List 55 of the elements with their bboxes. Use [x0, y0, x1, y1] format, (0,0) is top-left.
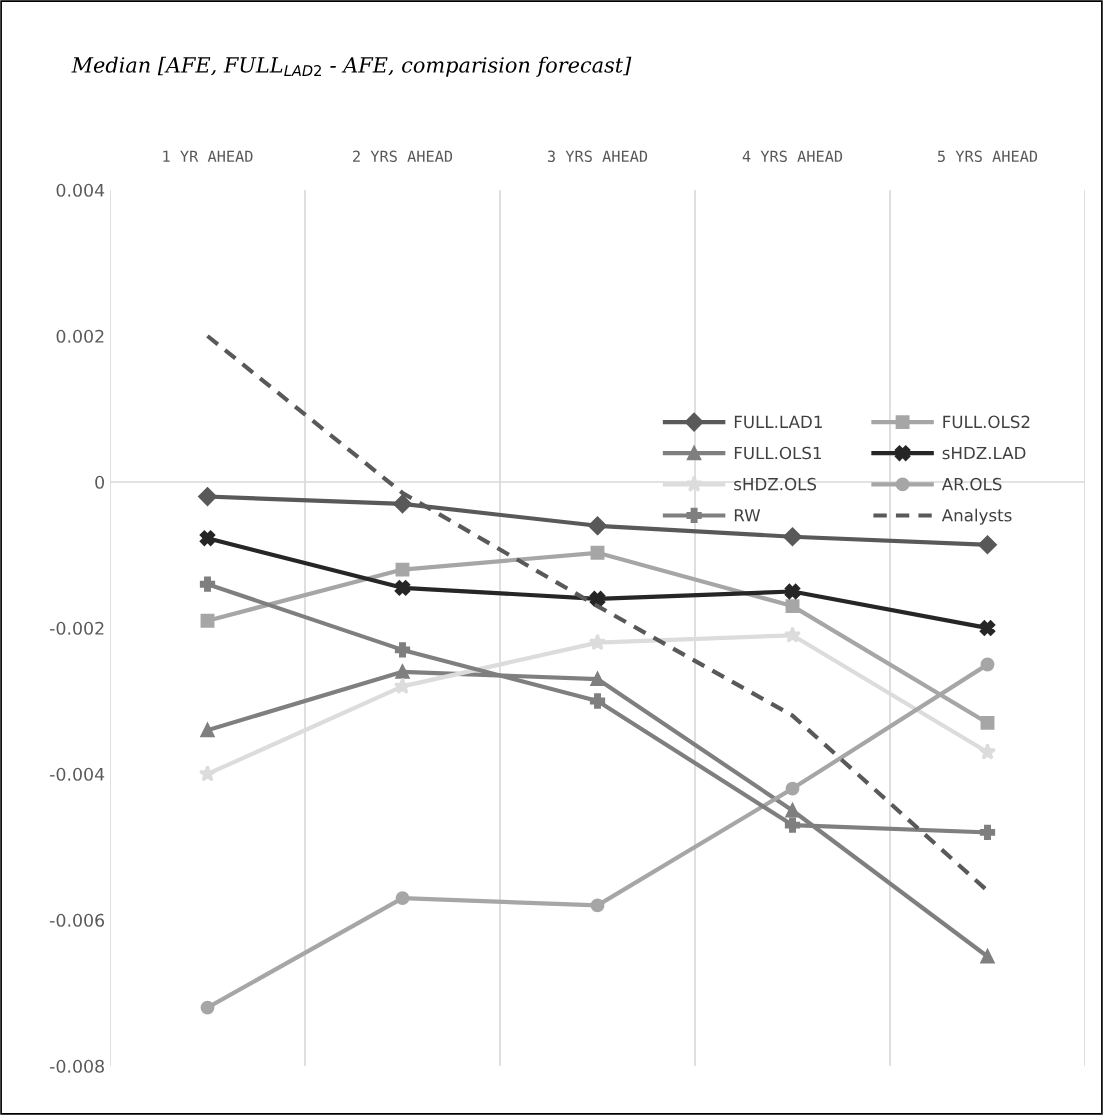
legend-label: FULL.LAD1: [734, 415, 822, 429]
legend-label: sHDZ.OLS: [734, 477, 817, 491]
point: [783, 527, 802, 546]
point: [588, 633, 607, 651]
point: [980, 949, 995, 964]
point: [198, 764, 217, 782]
chart-title: Median [AFE, FULL$_{LAD2}$ - AFE, comparision forecast]: [71, 56, 632, 77]
point: [783, 626, 802, 643]
point: [199, 576, 216, 592]
point: [200, 723, 215, 738]
point: [395, 562, 410, 577]
point: [395, 664, 410, 679]
point: [588, 516, 607, 536]
point: [784, 817, 801, 833]
x-tick-label: 4 YRS AHEAD: [742, 150, 843, 163]
point: [785, 781, 800, 796]
y-tick-label: -0.002: [50, 621, 104, 635]
point: [979, 824, 996, 841]
point: [980, 657, 995, 672]
point: [199, 530, 216, 546]
point: [393, 494, 412, 514]
legend-label: AR.OLS: [941, 477, 1002, 491]
x-tick-label: 3 YRS AHEAD: [547, 150, 648, 163]
point: [198, 487, 217, 506]
legend-label: FULL.OLS2: [943, 415, 1030, 429]
x-tick-label: 2 YRS AHEAD: [353, 150, 453, 163]
y-tick-label: 0: [95, 475, 104, 489]
point: [979, 620, 996, 636]
legend-label: FULL.OLS1: [734, 446, 821, 460]
y-tick-label: 0.002: [56, 329, 104, 343]
point: [785, 803, 800, 818]
point: [200, 613, 215, 628]
y-tick-label: -0.006: [50, 913, 105, 927]
y-tick-label: 0.004: [56, 183, 105, 197]
legend-label: sHDZ.LAD: [942, 446, 1026, 460]
point: [589, 693, 606, 709]
point: [784, 583, 801, 600]
point: [590, 898, 605, 913]
point: [590, 545, 605, 560]
x-tick-label: 1 YR AHEAD: [163, 150, 253, 162]
point: [200, 1000, 215, 1015]
legend-label: Analysts: [941, 508, 1012, 525]
point: [980, 715, 995, 730]
point: [395, 891, 410, 906]
point: [394, 580, 411, 596]
point: [590, 672, 605, 687]
point: [589, 591, 606, 607]
y-tick-label: -0.008: [50, 1059, 104, 1073]
point: [978, 535, 997, 555]
x-tick-label: 5 YRS AHEAD: [937, 150, 1038, 163]
legend-label: RW: [734, 509, 761, 522]
point: [978, 743, 997, 760]
point: [394, 642, 411, 658]
y-tick-label: -0.004: [50, 767, 105, 781]
point: [785, 599, 800, 614]
